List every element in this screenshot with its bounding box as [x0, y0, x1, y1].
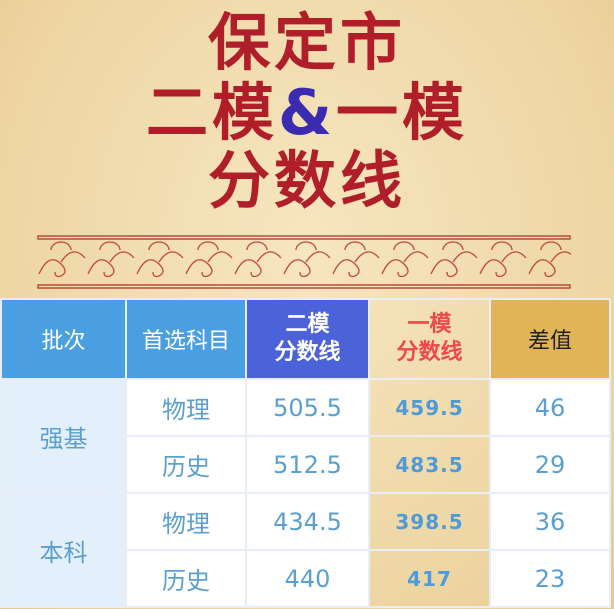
header-diff: 差值: [489, 298, 611, 380]
subject-cell: 历史: [125, 435, 247, 494]
subject-cell: 物理: [125, 378, 247, 437]
header-yimo-line2: 分数线: [396, 340, 463, 365]
ermo-cell: 440: [245, 549, 370, 608]
swirl-motif: [332, 241, 380, 278]
header-yimo-line1: 一模: [407, 312, 452, 337]
header-ermo-line2: 分数线: [274, 340, 341, 365]
title-line-2: 二模&一模: [0, 82, 614, 144]
table-row: 本科 物理 434.5 398.5 36: [0, 492, 611, 608]
swirl-motif: [381, 241, 429, 278]
swirl-motif: [283, 241, 331, 278]
header-subject: 首选科目: [125, 298, 247, 380]
table-row: 历史 440 417 23: [1, 549, 611, 608]
swirl-motif: [87, 241, 135, 278]
title-line-1: 保定市: [207, 6, 406, 79]
header-batch: 批次: [0, 298, 127, 380]
score-table: 批次 首选科目 二模分数线 一模分数线 差值 强基 物理 505.5 459.5…: [0, 298, 611, 608]
table-row: 历史 512.5 483.5 29: [1, 435, 611, 494]
yimo-cell: 459.5: [368, 378, 491, 437]
header-ermo-line1: 二模: [285, 312, 330, 337]
swirl-motif: [528, 241, 571, 278]
diff-cell: 23: [489, 549, 611, 608]
swirl-motif: [430, 241, 478, 278]
table-row: 强基 物理 505.5 459.5 46: [0, 378, 611, 494]
yimo-cell: 398.5: [368, 492, 491, 551]
header-row: 批次 首选科目 二模分数线 一模分数线 差值: [0, 298, 611, 380]
swirl-motif: [185, 241, 233, 278]
ermo-cell: 505.5: [245, 378, 370, 437]
ermo-cell: 434.5: [245, 492, 370, 551]
title-ermo: 二模: [145, 76, 278, 149]
subject-cell: 历史: [125, 549, 247, 608]
ermo-cell: 512.5: [245, 435, 370, 494]
header-ermo: 二模 分数线: [245, 298, 370, 380]
header-yimo: 一模 分数线: [368, 298, 491, 380]
diff-cell: 36: [489, 492, 611, 551]
subject-cell: 物理: [125, 492, 247, 551]
yimo-cell: 483.5: [368, 435, 491, 494]
swirl-motif: [234, 241, 282, 278]
title-ampersand: &: [277, 76, 337, 149]
diff-cell: 46: [489, 378, 611, 437]
title-yimo: 一模: [336, 76, 469, 149]
cloud-pattern-border: [37, 235, 571, 289]
yimo-cell: 417: [368, 549, 491, 608]
diff-cell: 29: [489, 435, 611, 494]
swirl-motif: [38, 241, 86, 278]
swirl-motif: [136, 241, 184, 278]
group-cell: 强基: [0, 378, 127, 494]
title-line-3: 分数线: [207, 144, 406, 217]
group-cell: 本科: [0, 492, 127, 608]
swirl-motif: [479, 241, 527, 278]
